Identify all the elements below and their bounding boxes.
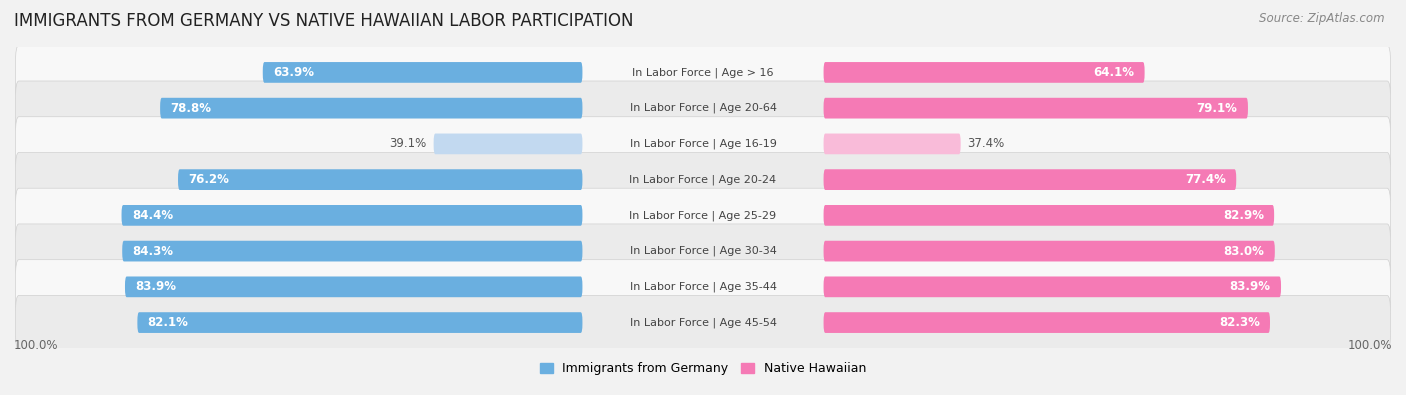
FancyBboxPatch shape bbox=[179, 169, 582, 190]
Text: 77.4%: 77.4% bbox=[1185, 173, 1226, 186]
Text: In Labor Force | Age 20-24: In Labor Force | Age 20-24 bbox=[630, 174, 776, 185]
Text: In Labor Force | Age 35-44: In Labor Force | Age 35-44 bbox=[630, 282, 776, 292]
Text: In Labor Force | Age 45-54: In Labor Force | Age 45-54 bbox=[630, 317, 776, 328]
Text: 82.3%: 82.3% bbox=[1219, 316, 1260, 329]
FancyBboxPatch shape bbox=[121, 205, 582, 226]
FancyBboxPatch shape bbox=[15, 188, 1391, 243]
FancyBboxPatch shape bbox=[824, 62, 1144, 83]
FancyBboxPatch shape bbox=[433, 134, 582, 154]
Text: 64.1%: 64.1% bbox=[1094, 66, 1135, 79]
FancyBboxPatch shape bbox=[824, 276, 1281, 297]
FancyBboxPatch shape bbox=[824, 169, 1236, 190]
Text: 84.3%: 84.3% bbox=[132, 245, 173, 258]
FancyBboxPatch shape bbox=[138, 312, 582, 333]
Text: Source: ZipAtlas.com: Source: ZipAtlas.com bbox=[1260, 12, 1385, 25]
FancyBboxPatch shape bbox=[125, 276, 582, 297]
FancyBboxPatch shape bbox=[824, 312, 1270, 333]
Legend: Immigrants from Germany, Native Hawaiian: Immigrants from Germany, Native Hawaiian bbox=[536, 357, 870, 380]
Text: 100.0%: 100.0% bbox=[1347, 339, 1392, 352]
Text: 84.4%: 84.4% bbox=[132, 209, 173, 222]
FancyBboxPatch shape bbox=[15, 152, 1391, 207]
Text: In Labor Force | Age > 16: In Labor Force | Age > 16 bbox=[633, 67, 773, 78]
FancyBboxPatch shape bbox=[160, 98, 582, 118]
Text: 63.9%: 63.9% bbox=[273, 66, 314, 79]
Text: 100.0%: 100.0% bbox=[14, 339, 59, 352]
Text: In Labor Force | Age 30-34: In Labor Force | Age 30-34 bbox=[630, 246, 776, 256]
Text: 37.4%: 37.4% bbox=[967, 137, 1005, 150]
Text: IMMIGRANTS FROM GERMANY VS NATIVE HAWAIIAN LABOR PARTICIPATION: IMMIGRANTS FROM GERMANY VS NATIVE HAWAII… bbox=[14, 12, 634, 30]
Text: 76.2%: 76.2% bbox=[188, 173, 229, 186]
FancyBboxPatch shape bbox=[15, 224, 1391, 278]
FancyBboxPatch shape bbox=[824, 98, 1249, 118]
Text: 83.9%: 83.9% bbox=[1230, 280, 1271, 293]
FancyBboxPatch shape bbox=[15, 81, 1391, 135]
Text: In Labor Force | Age 25-29: In Labor Force | Age 25-29 bbox=[630, 210, 776, 221]
FancyBboxPatch shape bbox=[824, 241, 1275, 261]
Text: In Labor Force | Age 20-64: In Labor Force | Age 20-64 bbox=[630, 103, 776, 113]
Text: In Labor Force | Age 16-19: In Labor Force | Age 16-19 bbox=[630, 139, 776, 149]
FancyBboxPatch shape bbox=[15, 117, 1391, 171]
FancyBboxPatch shape bbox=[15, 260, 1391, 314]
FancyBboxPatch shape bbox=[15, 295, 1391, 350]
FancyBboxPatch shape bbox=[15, 45, 1391, 100]
FancyBboxPatch shape bbox=[824, 134, 960, 154]
FancyBboxPatch shape bbox=[263, 62, 582, 83]
Text: 83.9%: 83.9% bbox=[135, 280, 176, 293]
Text: 82.1%: 82.1% bbox=[148, 316, 188, 329]
Text: 83.0%: 83.0% bbox=[1223, 245, 1264, 258]
Text: 82.9%: 82.9% bbox=[1223, 209, 1264, 222]
Text: 79.1%: 79.1% bbox=[1197, 102, 1237, 115]
FancyBboxPatch shape bbox=[122, 241, 582, 261]
Text: 78.8%: 78.8% bbox=[170, 102, 211, 115]
Text: 39.1%: 39.1% bbox=[389, 137, 427, 150]
FancyBboxPatch shape bbox=[824, 205, 1274, 226]
